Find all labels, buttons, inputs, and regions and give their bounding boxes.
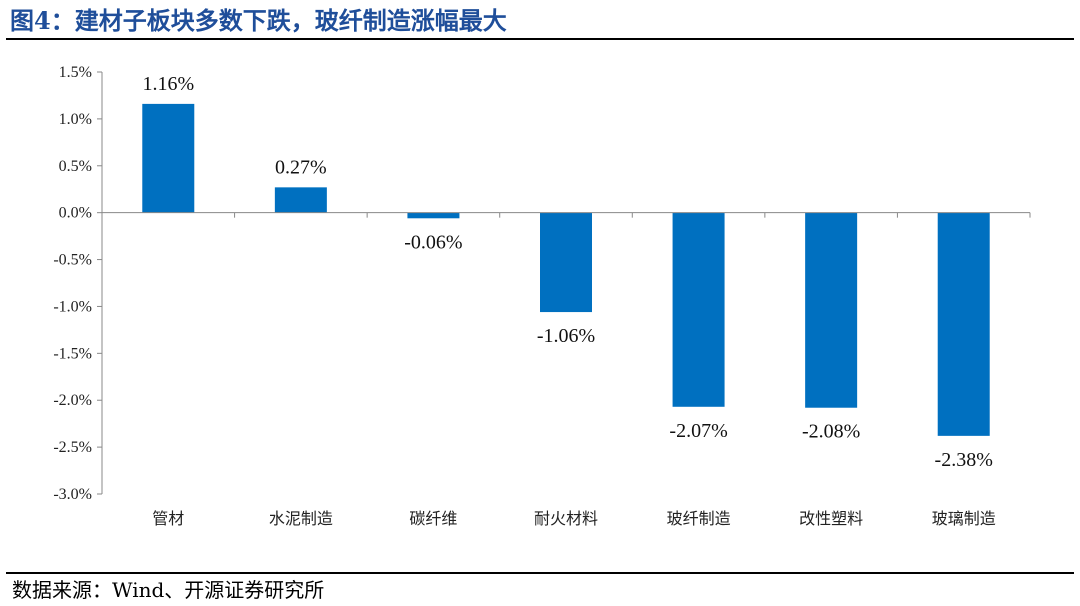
category-label: 玻纤制造 [667, 509, 731, 528]
title-rule [6, 38, 1074, 40]
y-tick-label: -1.0% [53, 298, 92, 315]
bar [672, 212, 725, 407]
data-label: -1.06% [537, 325, 595, 347]
data-source: 数据来源：Wind、开源证券研究所 [12, 578, 325, 602]
category-label: 耐火材料 [534, 509, 598, 528]
y-tick-label: 0.0% [59, 205, 92, 222]
category-label: 玻璃制造 [932, 509, 996, 528]
category-label: 管材 [152, 509, 184, 528]
y-tick-label: 0.5% [59, 158, 92, 175]
y-tick-label: -3.0% [53, 486, 92, 503]
bar [805, 212, 858, 408]
y-tick-label: -2.0% [53, 392, 92, 409]
data-label: -2.08% [802, 421, 860, 443]
y-tick-label: 1.5% [59, 64, 92, 81]
data-label: -0.06% [404, 231, 462, 253]
data-label: -2.07% [669, 420, 727, 442]
chart-title: 图4：建材子板块多数下跌，玻纤制造涨幅最大 [10, 6, 507, 35]
bar [407, 212, 460, 219]
y-tick-label: -2.5% [53, 439, 92, 456]
bar [274, 187, 327, 213]
y-tick-label: -1.5% [53, 345, 92, 362]
y-tick-label: 1.0% [59, 111, 92, 128]
bar [142, 103, 195, 213]
bar-chart: 1.5% 1.0% 0.5% 0.0% -0.5% -1.0% -1.5% -2.0% -2.5… [53, 64, 1031, 528]
data-label: -2.38% [935, 449, 993, 471]
bar [540, 212, 592, 313]
y-tick-label: -0.5% [53, 252, 92, 269]
category-label: 碳纤维 [409, 509, 457, 528]
data-label: 1.16% [142, 73, 194, 95]
category-label: 改性塑料 [799, 509, 863, 528]
source-rule [6, 572, 1074, 574]
data-label: 0.27% [275, 156, 327, 178]
bar [937, 212, 990, 436]
category-label: 水泥制造 [269, 509, 333, 528]
